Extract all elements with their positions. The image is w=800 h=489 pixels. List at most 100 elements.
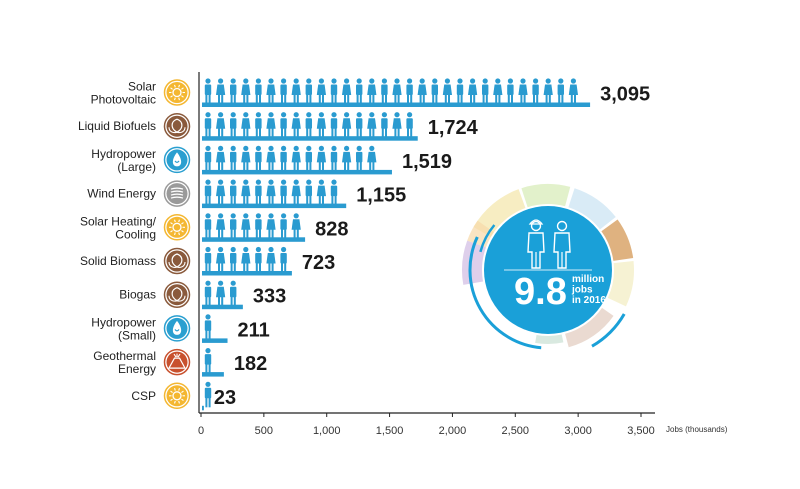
person-icon (266, 213, 276, 239)
person-icon (305, 112, 312, 138)
person-icon (330, 179, 338, 206)
person-icon (493, 78, 503, 104)
wind-icon (163, 180, 191, 207)
person-icon (532, 78, 539, 104)
person-icon (356, 112, 363, 138)
person-icon (204, 179, 212, 206)
person-icon (204, 78, 212, 104)
person-icon (316, 145, 326, 172)
sun-icon (163, 79, 191, 106)
person-icon (255, 179, 262, 206)
bar (202, 348, 224, 377)
x-tick-label: 1,000 (313, 425, 341, 437)
person-icon (230, 213, 237, 239)
person-icon (230, 112, 237, 138)
value-label: 182 (234, 353, 267, 375)
person-icon (468, 78, 478, 104)
water-drop-icon (163, 315, 191, 342)
person-icon (216, 280, 226, 307)
leaf-icon (163, 281, 191, 308)
person-icon (241, 145, 251, 172)
person-icon (266, 145, 276, 172)
x-tick-label: 3,500 (627, 425, 655, 437)
person-icon (216, 179, 226, 206)
person-icon (230, 280, 237, 307)
person-icon (330, 145, 338, 172)
workers-icon (527, 219, 571, 269)
person-icon (266, 78, 276, 104)
water-drop-icon (163, 146, 191, 174)
value-label: 723 (302, 252, 335, 274)
ring-arc (479, 224, 496, 253)
ring-segment (607, 261, 634, 307)
person-icon (241, 78, 251, 104)
category-label: Solar Photovoltaic (91, 80, 156, 107)
value-label: 333 (253, 286, 286, 308)
category-label: Wind Energy (87, 187, 156, 201)
person-icon (204, 145, 212, 172)
person-icon (230, 78, 237, 104)
bar (202, 280, 243, 310)
x-axis-label: Jobs (thousands) (666, 425, 728, 434)
value-label: 1,519 (402, 151, 452, 173)
person-icon (255, 246, 262, 273)
callout-text: jobs (571, 285, 593, 296)
ring-segment (467, 220, 494, 248)
person-icon (342, 112, 352, 138)
person-icon (255, 145, 262, 172)
person-icon (255, 78, 262, 104)
person-icon (342, 78, 352, 104)
ring-segment (568, 188, 616, 230)
person-icon (204, 213, 212, 239)
person-icon (305, 78, 312, 104)
person-icon (367, 145, 377, 172)
value-label: 828 (315, 218, 348, 240)
person-icon (266, 112, 276, 138)
person-icon (255, 213, 262, 239)
person-icon (280, 145, 287, 172)
person-icon (330, 112, 338, 138)
bar (202, 78, 591, 107)
bar (202, 381, 212, 411)
person-icon (216, 145, 226, 172)
category-label: Solid Biomass (80, 254, 156, 268)
x-tick-label: 2,000 (439, 425, 467, 437)
person-icon (216, 213, 226, 239)
category-icons (163, 79, 191, 410)
bar (202, 213, 306, 242)
person-icon (543, 78, 553, 104)
category-label: Hydropower (Large) (91, 147, 156, 174)
sun-icon (163, 382, 191, 410)
person-icon (316, 78, 326, 104)
person-icon (291, 78, 301, 104)
person-icon (266, 179, 276, 206)
person-icon (442, 78, 452, 104)
person-icon (241, 112, 251, 138)
person-icon (280, 246, 287, 273)
value-label: 1,724 (428, 117, 479, 139)
category-label: Hydropower (Small) (91, 315, 156, 342)
person-icon (204, 246, 212, 273)
ring-arc (591, 313, 626, 348)
person-icon (216, 78, 226, 104)
person-icon (291, 112, 301, 138)
value-label: 211 (238, 319, 270, 341)
person-icon (356, 145, 363, 172)
person-icon (291, 179, 301, 206)
bar (202, 112, 418, 141)
person-icon (456, 78, 464, 104)
person-icon (342, 145, 352, 172)
person-icon (507, 78, 514, 104)
category-label: Liquid Biofuels (78, 119, 156, 133)
person-icon (291, 213, 301, 239)
person-icon (280, 179, 287, 206)
person-icon (367, 112, 377, 138)
person-icon (204, 381, 212, 408)
x-tick-label: 3,000 (564, 425, 592, 437)
sun-icon (163, 214, 191, 241)
person-icon (204, 112, 212, 138)
person-icon (305, 145, 312, 172)
leaf-icon (163, 247, 191, 275)
person-icon (230, 145, 237, 172)
